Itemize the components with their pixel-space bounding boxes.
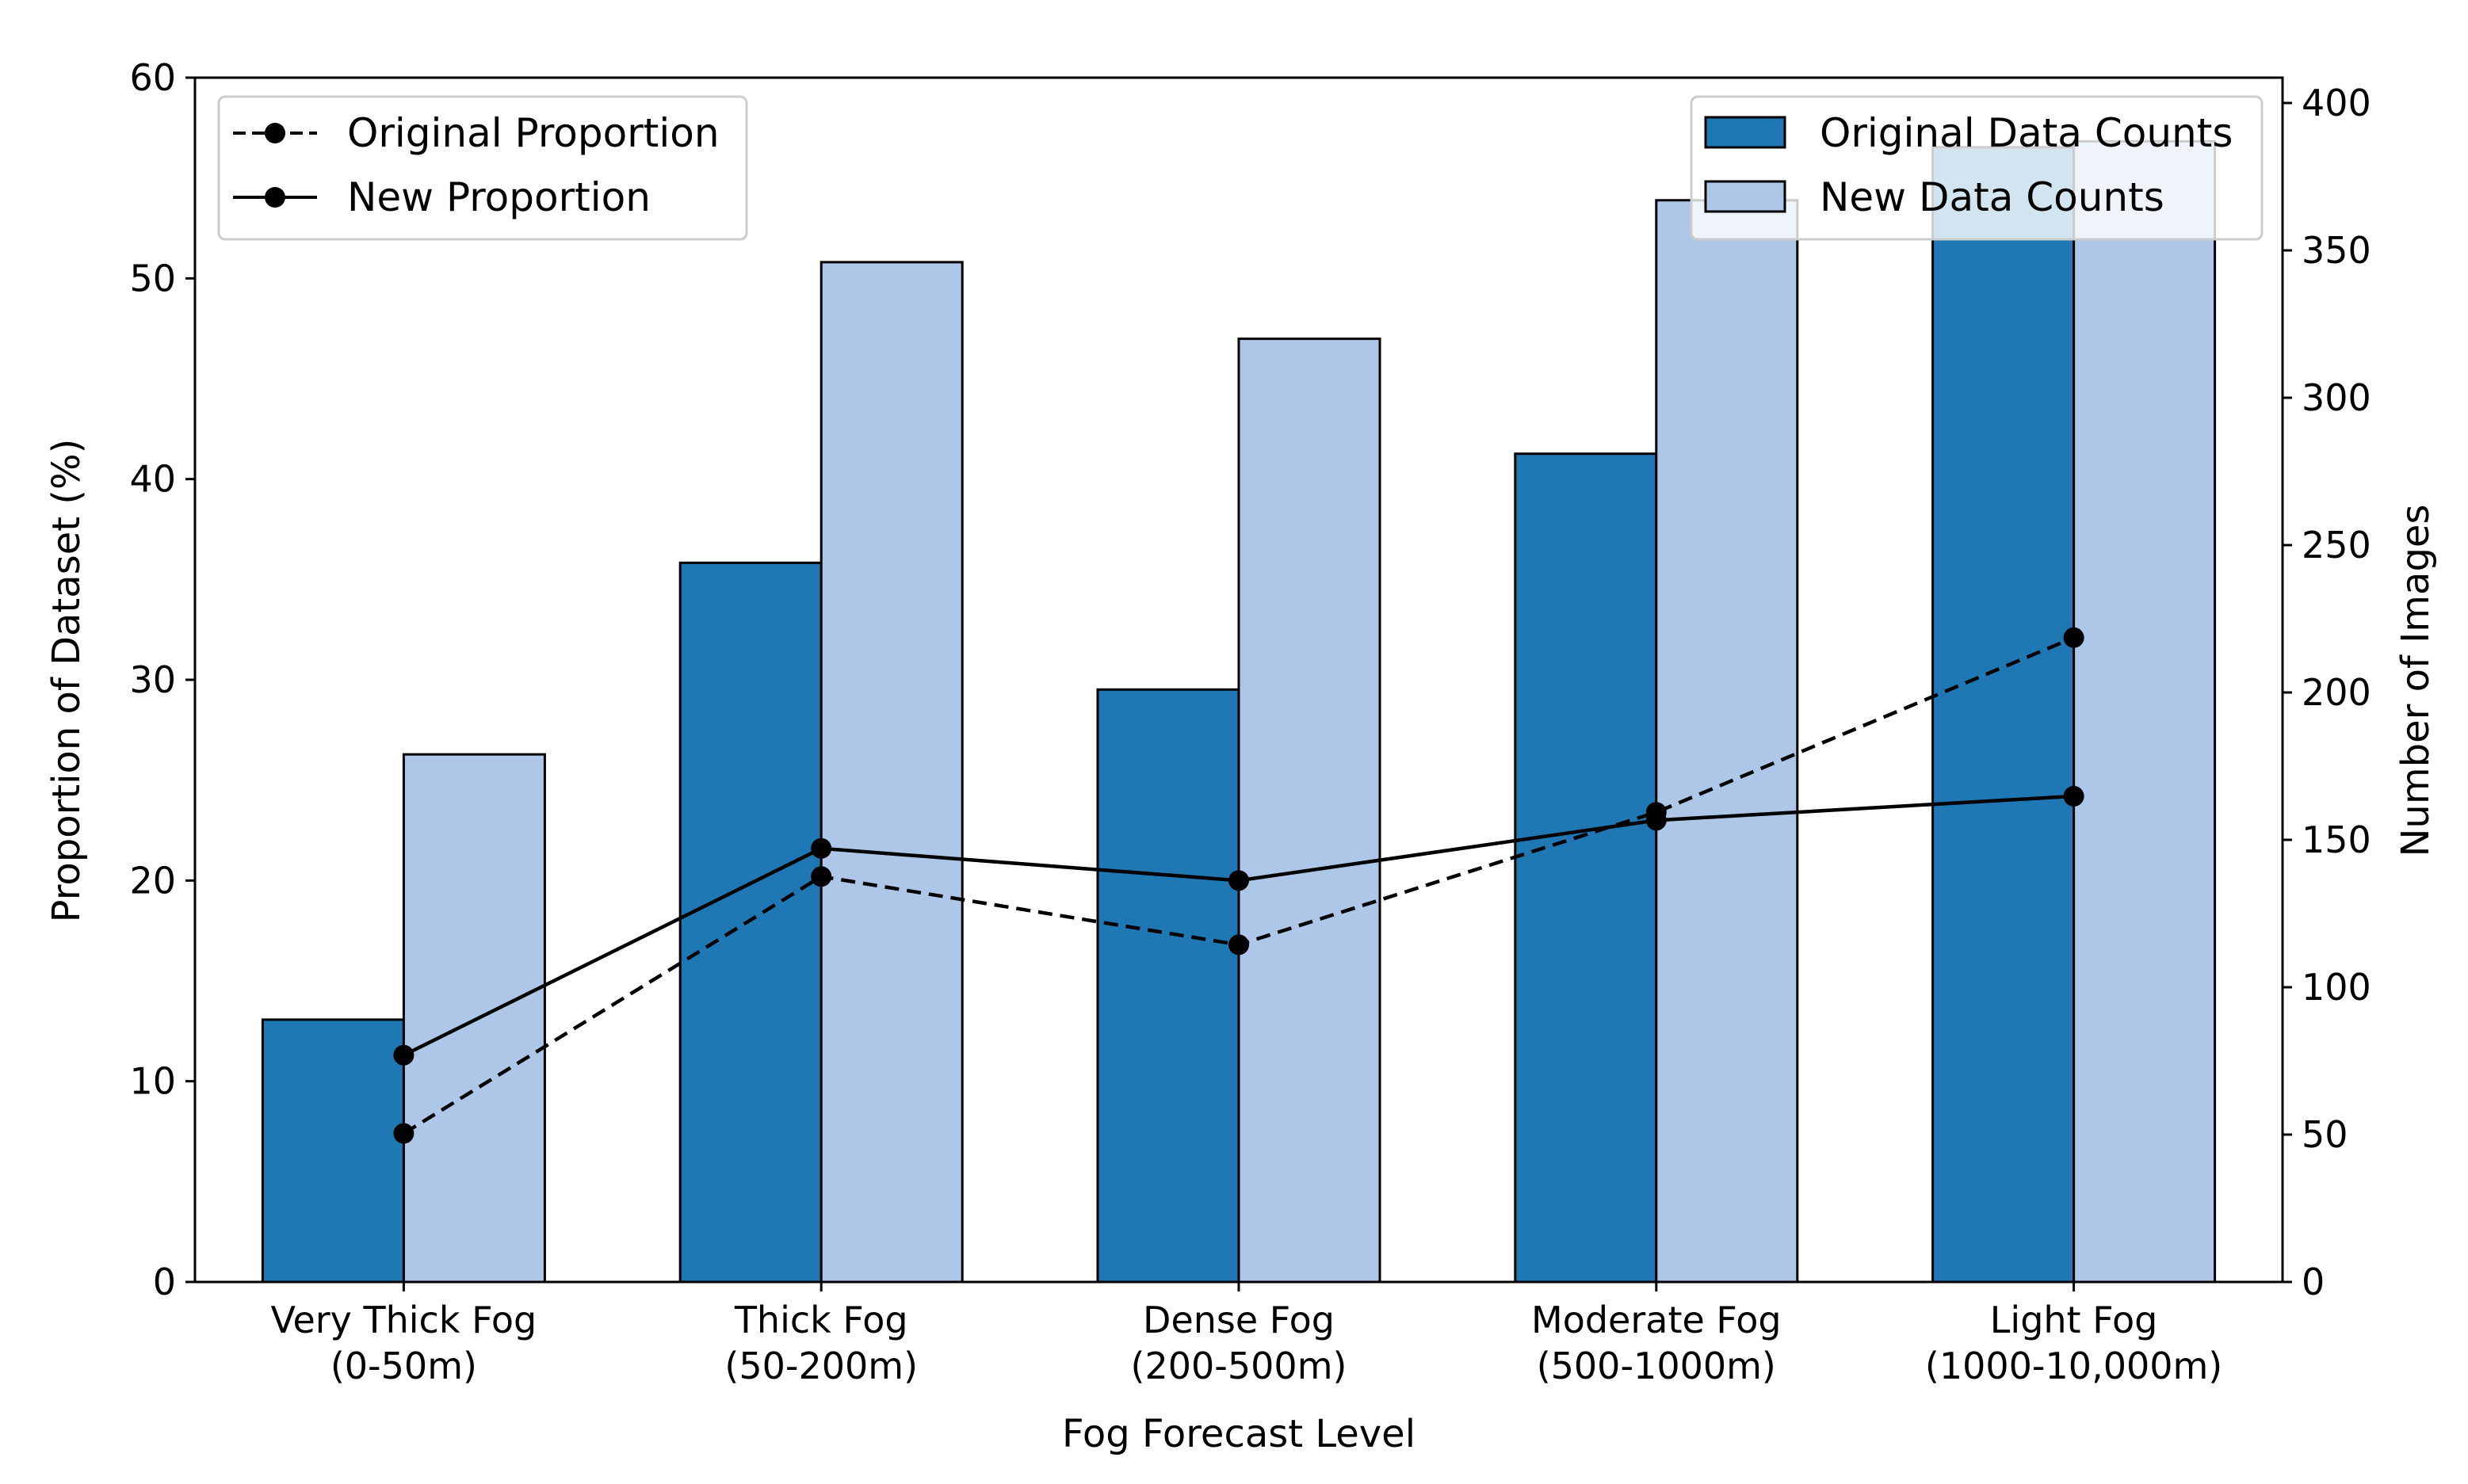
y-left-tick-label-40: 40	[129, 458, 176, 501]
marker-new-proportion-2	[1228, 870, 1249, 891]
y-axis-label-left: Proportion of Dataset (%)	[44, 439, 89, 923]
legend-new-counts-label: New Data Counts	[1820, 174, 2164, 220]
bar-new-counts-3	[1655, 199, 1799, 1284]
marker-new-proportion-3	[1645, 810, 1667, 831]
x-tick-label-1-line2: (50-200m)	[724, 1345, 918, 1387]
y-right-tick-label-200: 200	[2302, 671, 2371, 714]
x-axis-label: Fog Forecast Level	[1062, 1412, 1415, 1456]
x-tick-label-0-line1: Very Thick Fog	[271, 1299, 537, 1341]
y-left-tick-label-60: 60	[129, 56, 176, 99]
y-right-tick-label-400: 400	[2302, 82, 2371, 124]
bars-layer	[261, 139, 2217, 1284]
legend-new-proportion-marker	[265, 187, 285, 208]
y-right-tick-label-300: 300	[2302, 376, 2371, 419]
x-tick-label-2-line2: (200-500m)	[1131, 1345, 1347, 1387]
bar-original-counts-2	[1096, 688, 1240, 1284]
y-left-tick-label-50: 50	[129, 257, 176, 299]
legend-new-proportion-label: New Proportion	[347, 174, 651, 220]
x-tick-label-3-line1: Moderate Fog	[1531, 1299, 1782, 1341]
bar-original-counts-1	[678, 561, 823, 1284]
y-ticks-left: 0 10 20 30 40 50 60	[129, 56, 195, 1303]
y-ticks-right: 0 50 100 150 200 250 300 350 400	[2283, 82, 2371, 1303]
y-left-tick-label-20: 20	[129, 859, 176, 902]
marker-new-proportion-1	[811, 837, 832, 859]
legend-lines: Original Proportion New Proportion	[217, 95, 748, 241]
y-right-tick-label-0: 0	[2302, 1261, 2325, 1303]
marker-original-proportion-4	[2063, 627, 2084, 648]
bar-new-counts-2	[1237, 338, 1381, 1284]
x-tick-label-3-line2: (500-1000m)	[1537, 1345, 1776, 1387]
lines-layer	[393, 627, 2084, 1144]
x-tick-label-4-line1: Light Fog	[1990, 1299, 2158, 1341]
y-right-tick-label-250: 250	[2302, 524, 2371, 567]
bar-original-counts-4	[1931, 146, 2076, 1284]
y-right-tick-label-50: 50	[2302, 1113, 2348, 1156]
y-left-tick-label-10: 10	[129, 1060, 176, 1103]
marker-new-proportion-0	[393, 1044, 415, 1066]
x-tick-label-1-line1: Thick Fog	[734, 1299, 908, 1341]
bar-original-counts-3	[1514, 452, 1658, 1284]
marker-original-proportion-0	[393, 1123, 415, 1144]
legend-original-proportion-marker	[265, 123, 285, 143]
bar-new-counts-0	[402, 753, 546, 1284]
legend-bars-frame	[1690, 95, 2264, 241]
legend-original-counts-swatch	[1704, 116, 1786, 149]
y-axis-label-right: Number of Images	[2394, 505, 2438, 857]
y-right-tick-label-150: 150	[2302, 818, 2371, 861]
marker-new-proportion-4	[2063, 785, 2084, 807]
marker-original-proportion-2	[1228, 934, 1249, 956]
x-tick-label-0-line2: (0-50m)	[330, 1345, 477, 1387]
legend-lines-frame	[217, 95, 748, 241]
y-right-tick-label-350: 350	[2302, 229, 2371, 272]
y-left-tick-label-30: 30	[129, 658, 176, 701]
bar-original-counts-0	[261, 1018, 405, 1284]
x-tick-label-4-line2: (1000-10,000m)	[1925, 1345, 2222, 1387]
x-ticks: Very Thick Fog(0-50m) Thick Fog(50-200m) D…	[271, 1282, 2222, 1387]
marker-original-proportion-1	[811, 866, 832, 887]
legend-new-counts-swatch	[1704, 180, 1786, 213]
y-right-tick-label-100: 100	[2302, 966, 2371, 1009]
legend-bars: Original Data Counts New Data Counts	[1690, 95, 2264, 241]
legend-original-proportion-label: Original Proportion	[347, 110, 720, 156]
y-left-tick-label-0: 0	[153, 1261, 176, 1303]
bar-new-counts-4	[2073, 139, 2217, 1284]
legend-original-counts-label: Original Data Counts	[1820, 110, 2233, 156]
x-tick-label-2-line1: Dense Fog	[1143, 1299, 1335, 1341]
bar-new-counts-1	[819, 261, 964, 1284]
